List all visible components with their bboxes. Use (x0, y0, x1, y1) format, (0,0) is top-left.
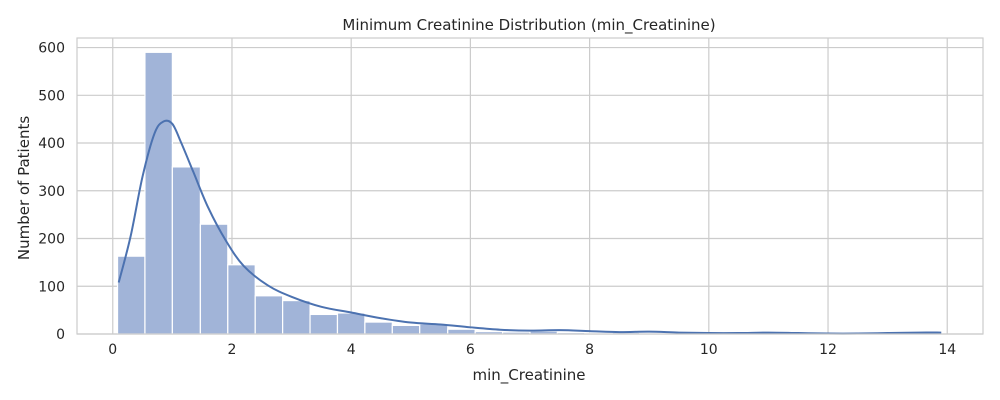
x-axis-label: min_Creatinine (473, 366, 586, 385)
x-tick-label-0: 0 (108, 342, 117, 358)
y-axis-label: Number of Patients (15, 116, 33, 260)
y-tick-label-2: 200 (38, 232, 65, 248)
y-tick-label-5: 500 (38, 88, 65, 104)
kde-density-curve (117, 119, 942, 335)
histogram-bar-1 (144, 51, 173, 335)
x-tick-label-4: 8 (585, 342, 594, 358)
y-tick-label-6: 600 (38, 41, 65, 57)
x-axis-ticks: 0 2 4 6 8 10 12 14 (108, 342, 956, 358)
y-tick-label-1: 100 (38, 279, 65, 295)
histogram-bar-12 (447, 328, 476, 335)
y-tick-label-4: 400 (38, 136, 65, 152)
x-tick-label-6: 12 (819, 342, 837, 358)
x-tick-label-1: 2 (228, 342, 237, 358)
histogram-bar-3 (199, 223, 229, 335)
histogram-bar-2 (171, 166, 201, 335)
x-tick-label-7: 14 (938, 342, 956, 358)
histogram-bar-7 (309, 313, 339, 335)
histogram-bar-6 (282, 299, 311, 335)
histogram-bar-8 (336, 312, 366, 335)
histogram-bars (116, 51, 943, 335)
histogram-bar-4 (227, 264, 256, 335)
histogram-bar-5 (254, 295, 284, 335)
x-tick-label-5: 10 (700, 342, 718, 358)
y-tick-label-0: 0 (56, 327, 65, 343)
histogram-bar-9 (364, 321, 393, 335)
histogram-bar-10 (391, 324, 421, 335)
y-axis-ticks: 0 100 200 300 400 500 600 (38, 41, 65, 343)
x-tick-label-2: 4 (347, 342, 356, 358)
plot-frame (76, 37, 984, 335)
chart-title: Minimum Creatinine Distribution (min_Cre… (342, 16, 715, 35)
x-tick-label-3: 6 (466, 342, 475, 358)
y-tick-label-3: 300 (38, 184, 65, 200)
